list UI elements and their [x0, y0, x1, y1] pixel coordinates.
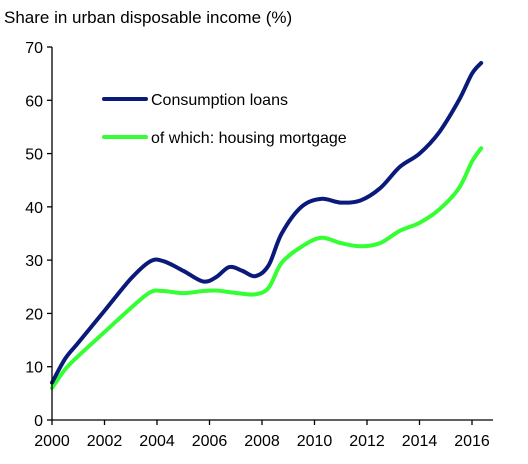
y-tick-label: 0 — [34, 413, 43, 430]
series-layer — [50, 60, 484, 391]
series-line-consumption-loans — [50, 60, 484, 385]
ticks-layer: 0 10 20 30 40 50 60 70 2000 2002 2004 2006 2008 2010 2… — [25, 40, 490, 450]
x-tick-label: 2016 — [454, 433, 490, 450]
y-tick-label: 70 — [25, 40, 43, 57]
y-tick-label: 30 — [25, 253, 43, 270]
x-tick-label: 2006 — [192, 433, 228, 450]
legend: Consumption loans of which: housing mort… — [102, 92, 347, 147]
x-tick-label: 2014 — [402, 433, 438, 450]
x-tick-label: 2002 — [87, 433, 123, 450]
x-tick-label: 2004 — [139, 433, 175, 450]
y-tick-label: 40 — [25, 200, 43, 217]
series-line-housing-mortgage — [50, 146, 484, 391]
x-tick-label: 2000 — [34, 433, 70, 450]
legend-label-housing-mortgage: of which: housing mortgage — [151, 130, 347, 147]
y-tick-label: 60 — [25, 93, 43, 110]
y-tick-label: 50 — [25, 147, 43, 164]
legend-label-consumption-loans: Consumption loans — [151, 92, 288, 109]
y-tick-label: 10 — [25, 360, 43, 377]
x-tick-label: 2008 — [244, 433, 280, 450]
x-tick-label: 2010 — [297, 433, 333, 450]
y-tick-label: 20 — [25, 306, 43, 323]
unit-label: Share in urban disposable income (%) — [4, 8, 292, 27]
x-tick-label: 2012 — [349, 433, 385, 450]
